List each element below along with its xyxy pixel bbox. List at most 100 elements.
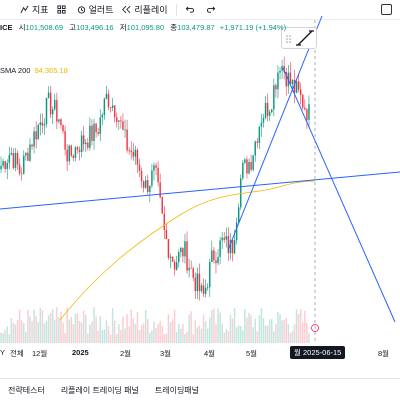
volume-bar	[233, 307, 236, 343]
volume-bar	[161, 325, 163, 343]
undo-button[interactable]	[185, 5, 198, 14]
volume-bar	[157, 323, 159, 343]
volume-bar	[155, 327, 157, 343]
volume-bar	[291, 331, 294, 343]
candle-body	[204, 287, 207, 294]
tab-trading-panel[interactable]: 트레이딩패널	[154, 385, 200, 395]
tab-strategy-tester[interactable]: 전략테스터	[8, 385, 45, 395]
candle-body	[25, 152, 27, 156]
volume-bar	[289, 332, 292, 343]
volume-bar	[215, 324, 217, 343]
trendline-tool-icon[interactable]	[295, 28, 315, 48]
candle-body	[107, 93, 110, 108]
candle-body	[180, 247, 182, 253]
volume-bar	[120, 329, 122, 343]
volume-bar	[175, 332, 178, 343]
volume-bar	[149, 332, 151, 343]
candle-body	[219, 240, 221, 257]
candle-body	[248, 161, 250, 174]
close-value: 103,479.87	[177, 23, 215, 32]
candle-body	[175, 262, 178, 270]
volume-bar	[211, 310, 213, 343]
candle-body	[54, 99, 56, 110]
redo-button[interactable]	[206, 5, 219, 14]
volume-bar	[10, 318, 13, 343]
volume-bar	[101, 330, 104, 343]
crosshair-date-badge: 월 2025-06-15	[290, 346, 346, 359]
sma-legend[interactable]: SMA 200 94,365.18	[0, 66, 68, 75]
replay-button[interactable]: 리플레이	[121, 3, 168, 16]
volume-bar	[219, 312, 221, 343]
candle-body	[49, 92, 52, 115]
volume-bar	[85, 314, 87, 343]
alerts-button[interactable]: 얼러트	[77, 3, 113, 16]
volume-bar	[4, 329, 6, 343]
indicators-button[interactable]: 지표	[20, 3, 49, 16]
candle-body	[62, 125, 64, 132]
fullscreen-square-button[interactable]	[381, 4, 392, 15]
indicators-icon	[20, 5, 29, 14]
candle-body	[23, 155, 25, 174]
volume-bar	[118, 324, 120, 343]
candle-body	[18, 164, 21, 174]
candle-body	[109, 107, 112, 108]
candle-body	[51, 109, 54, 115]
volume-bar	[173, 309, 176, 343]
candle-body	[235, 222, 238, 240]
candle-body	[291, 80, 294, 85]
candle-body	[192, 268, 194, 278]
candle-body	[64, 131, 66, 150]
candle-body	[202, 285, 205, 294]
volume-bar	[18, 309, 21, 343]
candle-body	[157, 167, 159, 183]
tab-replay-trading-panel[interactable]: 리플레이 트레이딩 패널	[60, 385, 139, 395]
candle-body	[122, 121, 124, 130]
candle-body	[16, 152, 19, 165]
candle-body	[206, 287, 209, 289]
volume-bar	[227, 331, 230, 343]
volume-bar	[134, 323, 137, 343]
candle-body	[66, 149, 68, 162]
volume-bar	[12, 322, 15, 343]
candle-body	[78, 149, 81, 153]
volume-bar	[89, 324, 91, 343]
candle-body	[103, 98, 106, 115]
candle-body	[153, 165, 155, 171]
volume-bar	[33, 309, 35, 343]
time-axis[interactable]: Y 전체 12월 2025 2월 3월 4월 5월 8월	[0, 343, 400, 363]
candle-body	[302, 94, 304, 108]
volume-bar	[126, 314, 128, 343]
volume-bar	[204, 321, 207, 343]
high-value: 103,496.16	[76, 23, 114, 32]
price-chart[interactable]	[0, 0, 400, 343]
volume-bar	[138, 330, 141, 343]
candle-body	[4, 161, 6, 169]
volume-bar	[277, 311, 279, 343]
candle-body	[60, 119, 62, 126]
redo-icon	[206, 6, 215, 13]
volume-bar	[178, 323, 180, 343]
candle-body	[233, 239, 236, 254]
axis-label-all[interactable]: 전체	[10, 349, 24, 358]
volume-bar	[122, 316, 124, 343]
candle-body	[111, 105, 114, 108]
undo-icon	[185, 6, 194, 13]
candle-body	[304, 107, 306, 110]
alarm-clock-icon	[77, 6, 85, 14]
drag-handle-icon	[286, 35, 291, 43]
volume-bar	[72, 324, 75, 343]
candle-body	[285, 71, 287, 87]
candle-body	[167, 239, 170, 258]
candle-body	[221, 237, 223, 241]
candle-body	[200, 285, 203, 292]
candle-body	[258, 126, 261, 143]
candle-body	[283, 65, 285, 72]
layout-grid-button[interactable]	[57, 5, 69, 14]
candle-body	[39, 122, 42, 126]
drawing-toolbar-widget[interactable]	[281, 27, 317, 49]
candle-body	[68, 145, 70, 162]
candle-body	[213, 250, 215, 261]
candle-body	[306, 109, 308, 120]
volume-bar	[39, 307, 42, 343]
volume-bar	[82, 310, 85, 343]
